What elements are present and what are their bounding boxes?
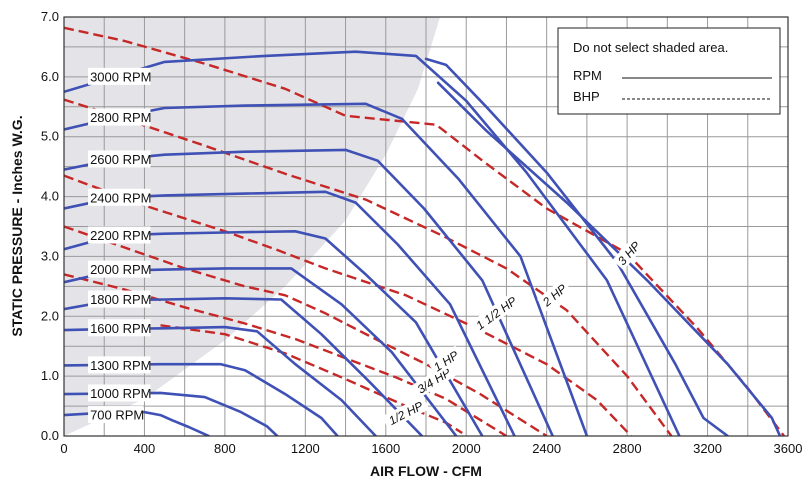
y-tick-label: 5.0 <box>41 129 59 144</box>
rpm-curve <box>436 81 782 436</box>
x-axis-title: AIR FLOW - CFM <box>370 463 482 479</box>
rpm-label-background <box>88 319 151 337</box>
legend: Do not select shaded area. RPM BHP <box>557 27 781 115</box>
x-tick-label: 800 <box>214 441 236 456</box>
bhp-label-background <box>410 362 458 399</box>
bhp-label-background <box>537 278 572 312</box>
y-axis-title: STATIC PRESSURE - Inches W.G. <box>9 115 25 336</box>
x-tick-label: 2800 <box>613 441 642 456</box>
bhp-label-group: 1 1/2 HP <box>467 289 525 337</box>
y-tick-label: 0.0 <box>41 428 59 443</box>
bhp-curve-label: 1 1/2 HP <box>473 294 519 333</box>
rpm-curve-label: 3000 RPM <box>90 69 151 84</box>
rpm-label-background <box>88 67 151 85</box>
rpm-label-background <box>88 384 151 402</box>
rpm-curve-label: 2600 RPM <box>90 152 151 167</box>
rpm-label-background <box>88 260 151 278</box>
rpm-curve-label: 2800 RPM <box>90 110 151 125</box>
rpm-label-background <box>88 226 151 244</box>
bhp-label-background <box>428 345 464 376</box>
legend-note: Do not select shaded area. <box>573 40 728 55</box>
bhp-label-background <box>467 289 525 337</box>
bhp-curve <box>64 174 632 436</box>
x-tick-label: 0 <box>60 441 67 456</box>
rpm-label-background <box>88 188 151 206</box>
rpm-curve-label: 1000 RPM <box>90 386 151 401</box>
y-tick-label: 7.0 <box>41 9 59 24</box>
y-tick-label: 3.0 <box>41 248 59 263</box>
rpm-label-background <box>88 290 151 308</box>
rpm-curve-label: 1800 RPM <box>90 292 151 307</box>
rpm-curve-label: 2000 RPM <box>90 262 151 277</box>
y-tick-label: 2.0 <box>41 308 59 323</box>
plot-frame <box>63 16 789 437</box>
rpm-curve-label: 2400 RPM <box>90 190 151 205</box>
bhp-label-group: 2 HP <box>537 278 572 312</box>
x-tick-label: 1200 <box>291 441 320 456</box>
rpm-curve-label: 1300 RPM <box>90 358 151 373</box>
axes-layer: 0 400 800 1200 1600 2000 2400 2800 3200 3600 0.0 1.… <box>41 9 803 456</box>
legend-bhp-label: BHP <box>573 89 600 104</box>
x-tick-label: 400 <box>134 441 156 456</box>
rpm-label-background <box>88 406 144 424</box>
y-tick-label: 1.0 <box>41 368 59 383</box>
bhp-curve <box>64 98 673 436</box>
bhp-label-background <box>612 236 646 271</box>
curve-labels-layer: 700 RPM 1000 RPM 1300 RPM 1600 RPM 1800 RPM 2… <box>88 67 646 430</box>
rpm-curve-label: 2200 RPM <box>90 228 151 243</box>
x-tick-label: 2400 <box>532 441 561 456</box>
x-tick-label: 2000 <box>452 441 481 456</box>
rpm-curves-layer <box>64 50 782 436</box>
bhp-curve-label: 1/2 HP <box>386 399 425 428</box>
legend-rpm-label: RPM <box>573 68 602 83</box>
bhp-curve <box>64 225 548 436</box>
legend-box <box>557 27 781 115</box>
rpm-curve-label: 700 RPM <box>90 408 144 423</box>
rpm-label-background <box>88 150 151 168</box>
rpm-label-background <box>88 356 151 374</box>
x-tick-label: 3600 <box>774 441 803 456</box>
x-tick-label: 1600 <box>371 441 400 456</box>
bhp-label-background <box>381 395 430 430</box>
rpm-curve-label: 1600 RPM <box>90 321 151 336</box>
rpm-label-background <box>88 108 151 126</box>
x-tick-label: 3200 <box>693 441 722 456</box>
y-tick-label: 4.0 <box>41 189 59 204</box>
y-tick-label: 6.0 <box>41 69 59 84</box>
